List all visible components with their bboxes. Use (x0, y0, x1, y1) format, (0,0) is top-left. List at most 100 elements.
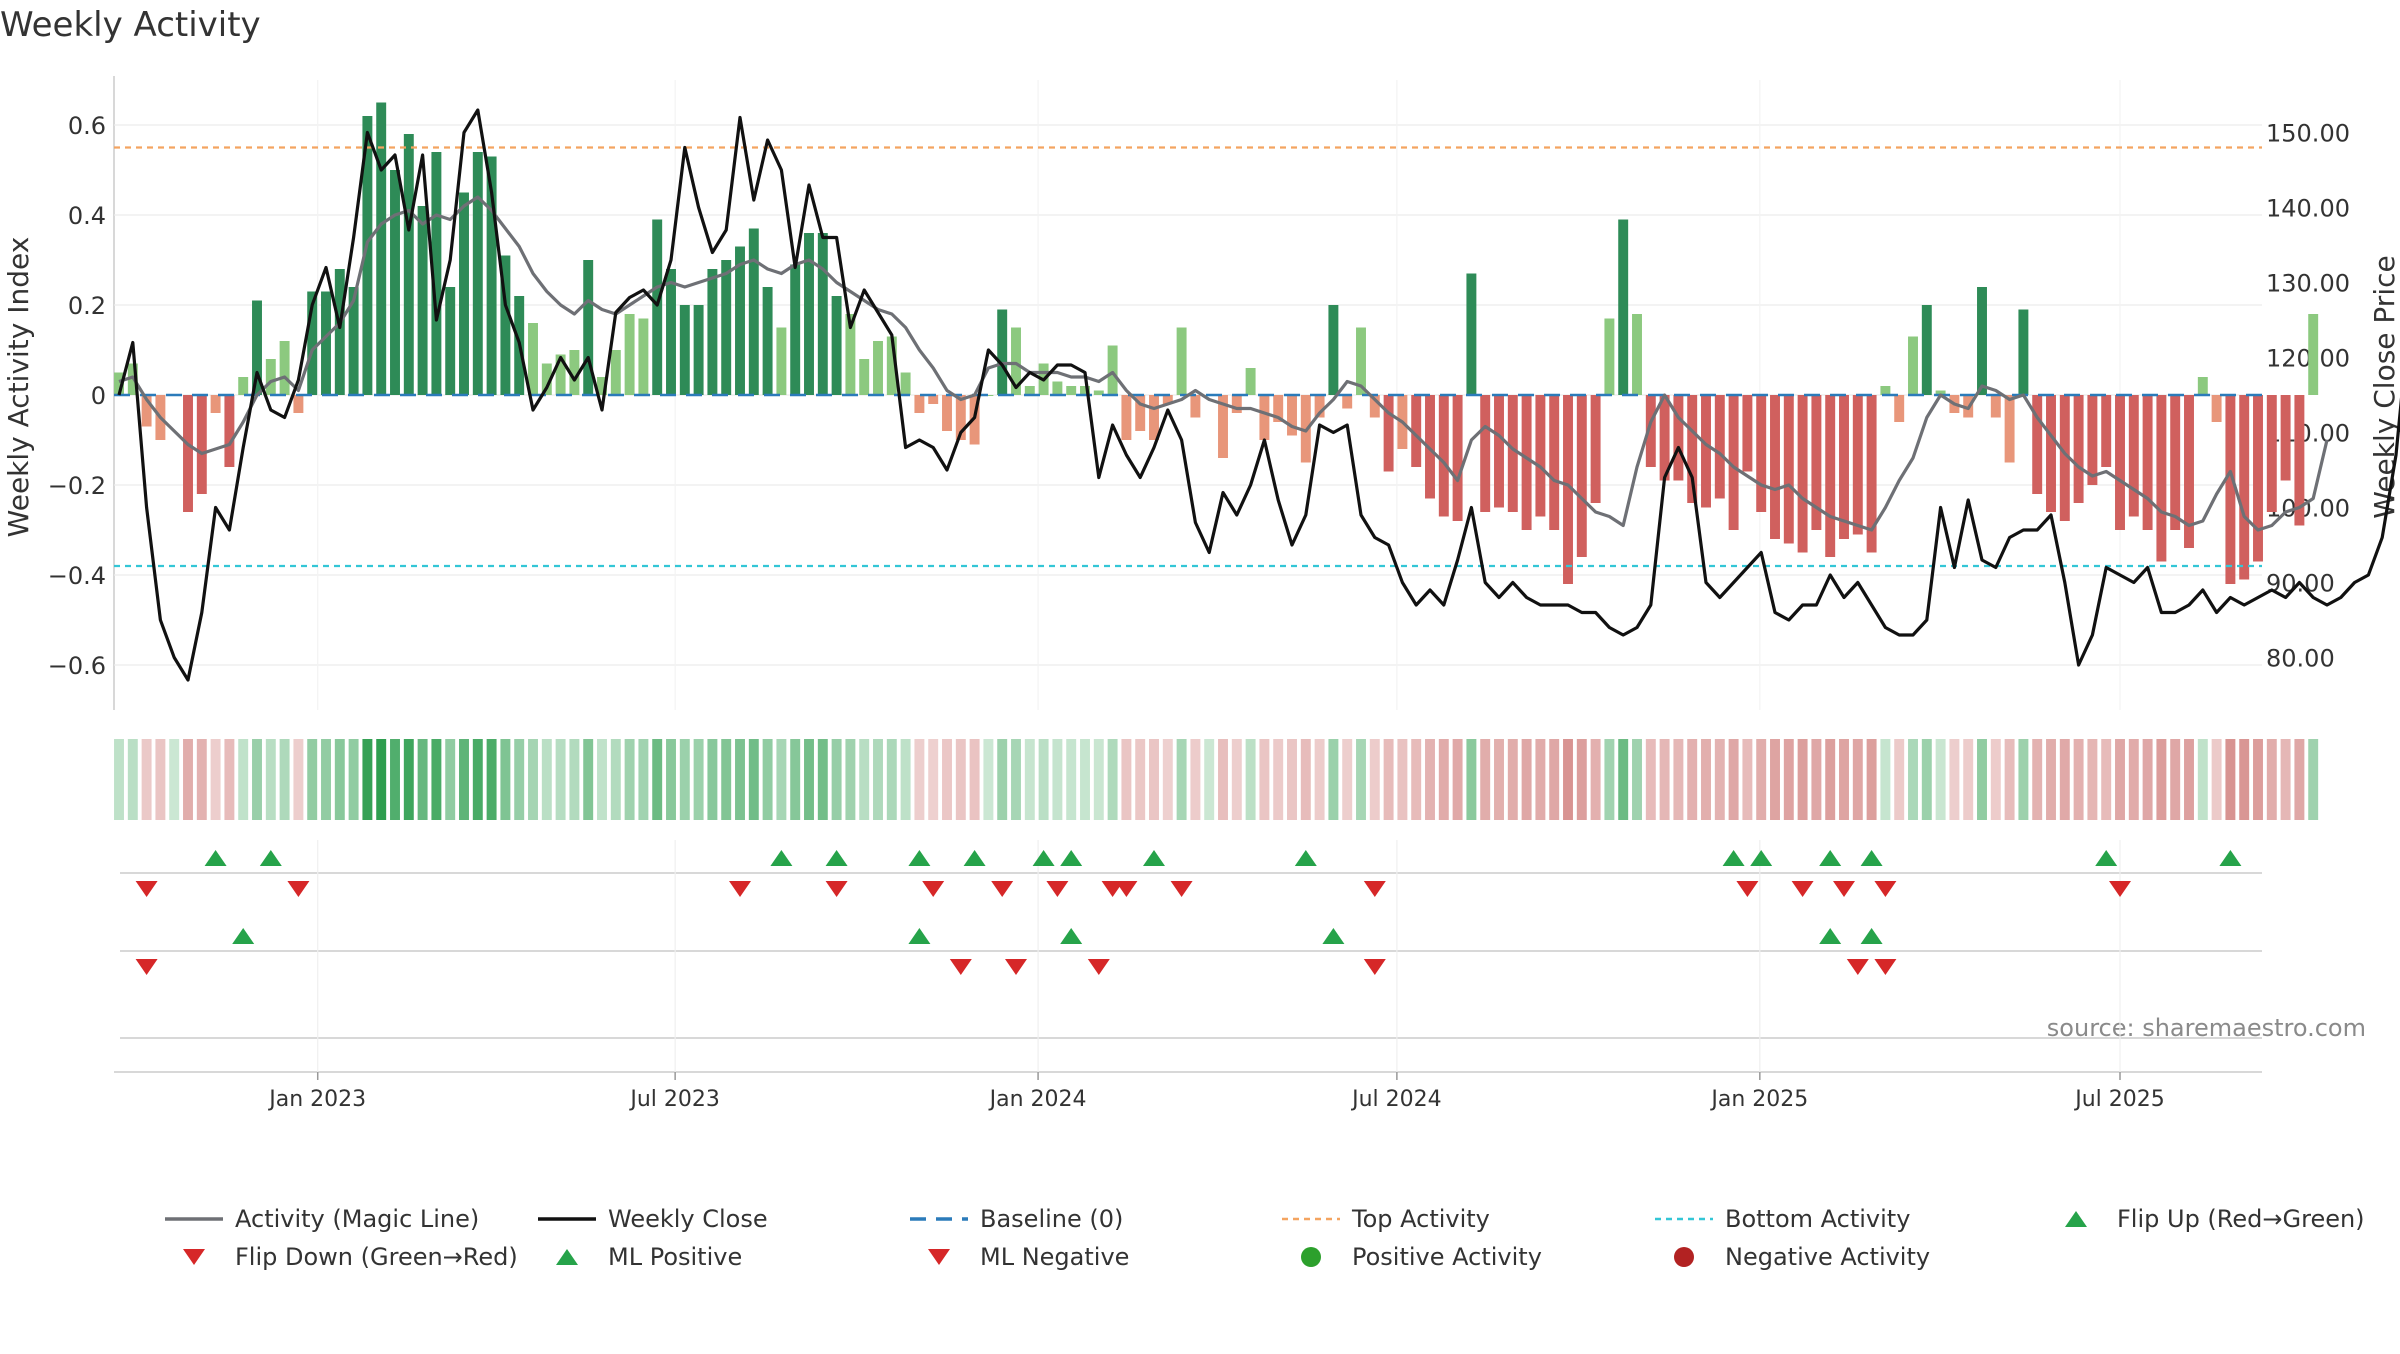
activity-bar (1438, 395, 1449, 517)
flip-down-marker (135, 881, 158, 897)
x-tick-label: Jul 2024 (1350, 1087, 1442, 1112)
heat-cell (1632, 739, 1642, 820)
heat-cell (1894, 739, 1905, 820)
heat-cell (2018, 739, 2029, 820)
heat-cell (210, 739, 221, 820)
activity-bar (1880, 386, 1891, 395)
heat-cell (1176, 739, 1187, 820)
heat-cell (127, 739, 138, 820)
heat-cell (2087, 739, 2098, 820)
heat-cell (1369, 739, 1380, 820)
flip-up-marker (770, 850, 793, 866)
heat-cell (1687, 739, 1698, 820)
legend-item: Negative Activity (1674, 1243, 1930, 1271)
heat-cell (1328, 739, 1339, 820)
flip-signal-rows (114, 840, 2262, 1073)
legend-swatch-triangle-up (2065, 1211, 2087, 1227)
activity-bar (307, 291, 318, 395)
activity-bar (2253, 395, 2263, 562)
flip-up-marker (1750, 850, 1773, 866)
heat-cell (1245, 739, 1256, 820)
y-axis-label: Weekly Activity Index (2, 237, 35, 538)
activity-bar (472, 152, 483, 395)
heat-cell (2115, 739, 2125, 820)
activity-bar (2225, 395, 2236, 584)
heat-cell (1645, 739, 1656, 820)
weekly-close-series (117, 108, 2400, 682)
activity-bar (790, 264, 801, 395)
y-tick-label: −0.6 (48, 652, 106, 680)
activity-bar (1728, 395, 1739, 530)
activity-bar (1632, 314, 1642, 395)
activity-bar (1921, 305, 1932, 395)
legend-label: Top Activity (1351, 1205, 1490, 1233)
heat-cell (1397, 739, 1408, 820)
heat-cell (2142, 739, 2153, 820)
legend-label: ML Positive (608, 1243, 742, 1271)
heat-cell (334, 739, 345, 820)
x-axis: Jan 2023 Jul 2023 Jan 2024 Jul 2024 Jan 2025… (267, 1072, 2165, 1112)
activity-bar (1770, 395, 1780, 539)
flip-up-marker (1143, 850, 1165, 866)
heat-cell (362, 739, 373, 820)
activity-bar (1480, 395, 1491, 512)
flip-down-marker (729, 881, 751, 897)
heat-cell (1093, 739, 1104, 820)
activity-bar (1659, 395, 1670, 481)
activity-bar (224, 395, 235, 467)
activity-bar (1176, 327, 1187, 395)
activity-bar (1977, 287, 1987, 395)
heat-cell (2059, 739, 2070, 820)
activity-bar (1908, 336, 1918, 395)
flip-down-marker (991, 881, 1014, 897)
activity-bar (2004, 395, 2015, 463)
heat-cell (679, 739, 690, 820)
activity-bar (183, 395, 193, 512)
x-tick-label: Jul 2023 (628, 1087, 720, 1112)
activity-bar (1011, 327, 1021, 395)
heat-cell (1797, 739, 1808, 820)
activity-bar (1425, 395, 1435, 499)
x-tick-label: Jan 2023 (267, 1087, 366, 1112)
activity-bar (1576, 395, 1587, 557)
flip-down-marker (1791, 881, 1814, 897)
y2-tick-label: 110.00 (2266, 420, 2350, 448)
activity-bar (1356, 327, 1366, 395)
heat-cell (2156, 739, 2167, 820)
activity-bar (1756, 395, 1767, 512)
activity-bar (1245, 368, 1256, 395)
activity-bar (348, 287, 359, 395)
activity-heat-strip (114, 739, 2319, 820)
heat-cell (2004, 739, 2015, 820)
activity-bar (1342, 395, 1353, 409)
x-tick-label: Jan 2024 (988, 1087, 1087, 1112)
heat-cell (1811, 739, 1822, 820)
activity-bar (569, 350, 580, 395)
heat-cell (1701, 739, 1711, 820)
legend-label: Activity (Magic Line) (235, 1205, 479, 1233)
heat-cell (983, 739, 994, 820)
activity-bar (762, 287, 773, 395)
heat-cell (2128, 739, 2139, 820)
heat-cell (1563, 739, 1573, 820)
ml-positive-marker (232, 928, 255, 944)
heat-cell (693, 739, 704, 820)
activity-bar (1742, 395, 1753, 472)
legend-item: Flip Up (Red→Green) (2065, 1205, 2365, 1233)
activity-bar (776, 327, 787, 395)
flip-down-marker (1736, 881, 1759, 897)
heat-cell (2073, 739, 2084, 820)
heat-cell (1494, 739, 1504, 820)
heat-cell (1314, 739, 1325, 820)
activity-bar (2018, 309, 2029, 395)
ml-negative-marker (1363, 959, 1386, 975)
activity-bar (293, 395, 304, 413)
ml-positive-marker (1819, 928, 1842, 944)
legend-item: Positive Activity (1301, 1243, 1542, 1271)
heat-cell (2308, 739, 2319, 820)
x-tick-label: Jul 2025 (2073, 1087, 2165, 1112)
activity-bar (1411, 395, 1422, 467)
activity-bar (1894, 395, 1905, 422)
heat-cell (141, 739, 152, 820)
